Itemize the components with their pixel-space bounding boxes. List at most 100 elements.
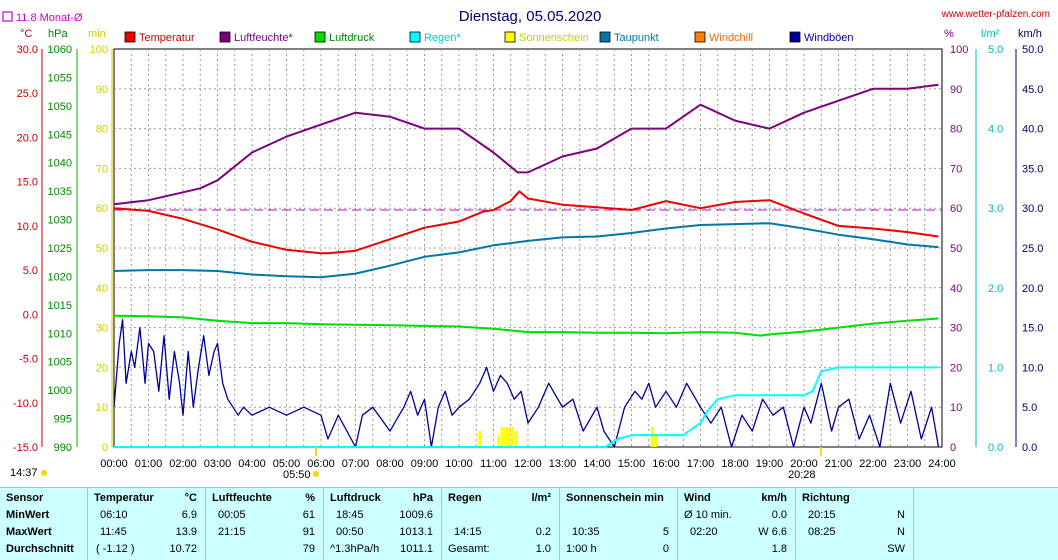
- pressure-axis-tick: 1005: [48, 357, 72, 369]
- monthly-average-icon: [2, 11, 13, 22]
- rain-axis-tick: 3.0: [988, 203, 1003, 215]
- x-tick-label: 15:00: [618, 458, 646, 470]
- pressure-axis-tick: 1040: [48, 158, 72, 170]
- pressure-axis-tick: 1020: [48, 271, 72, 283]
- minutes-axis-tick: 80: [96, 124, 108, 136]
- axis-unit-minutes: min: [88, 28, 106, 40]
- x-tick-label: 22:00: [859, 458, 887, 470]
- temp-axis-tick: 5.0: [23, 265, 38, 277]
- wind-axis-tick: 50.0: [1022, 44, 1043, 56]
- wind-axis-tick: 45.0: [1022, 84, 1043, 96]
- table-col-pressure: Luftdruck hPa 18:45 1009.6 00:50 1013.1 ^1.…: [324, 488, 442, 560]
- temp-axis-tick: 30.0: [17, 44, 38, 56]
- sunshine-bar: [650, 427, 654, 447]
- humidity-axis-tick: 40: [950, 283, 962, 295]
- cell-time: 08:25: [808, 526, 836, 538]
- x-tick-label: 07:00: [342, 458, 370, 470]
- col-header: Richtung: [802, 492, 850, 504]
- cell-value: 1013.1: [399, 526, 433, 538]
- legend-swatch: [314, 31, 326, 43]
- sunshine-bar: [500, 427, 504, 447]
- legend-entry: Regen*: [424, 32, 461, 44]
- cell-time: 00:50: [336, 526, 364, 538]
- legend-entry: Sonnenschein: [519, 32, 589, 44]
- table-col-sensor: Sensor MinWert MaxWert Durchschnitt: [0, 488, 88, 560]
- table-col-direction: Richtung 20:15 N 08:25 N SW: [796, 488, 914, 560]
- weather-chart: Dienstag, 05.05.2020 www.wetter-pfalzen.c…: [2, 8, 1050, 481]
- temp-axis-tick: 0.0: [23, 309, 38, 321]
- cell-value: 0.0: [771, 509, 787, 521]
- cell-value: W 6.6: [758, 526, 787, 538]
- humidity-axis-tick: 20: [950, 362, 962, 374]
- col-header: Regen: [448, 492, 482, 504]
- sunshine-bar: [654, 435, 658, 447]
- legend-swatch: [409, 31, 421, 43]
- x-tick-label: 09:00: [411, 458, 439, 470]
- wind-axis-tick: 25.0: [1022, 243, 1043, 255]
- cell-value: 1009.6: [399, 509, 433, 521]
- temp-axis-tick: 10.0: [17, 221, 38, 233]
- rain-line: [114, 366, 939, 448]
- sunset-time: 20:28: [788, 469, 816, 481]
- cell-time: Gesamt:: [448, 543, 490, 555]
- cell-time: 06:10: [100, 509, 128, 521]
- sun-icon: [41, 470, 47, 476]
- sunshine-bar: [507, 427, 511, 447]
- humidity-axis-tick: 100: [950, 44, 968, 56]
- minutes-axis-tick: 10: [96, 402, 108, 414]
- row-label: Durchschnitt: [6, 543, 74, 555]
- humidity-axis-tick: 50: [950, 243, 962, 255]
- legend-entry: Windböen: [804, 32, 854, 44]
- statistics-table: Sensor MinWert MaxWert Durchschnitt Temp…: [0, 487, 1058, 560]
- cell-value: N: [897, 526, 905, 538]
- cell-value: 1.0: [535, 543, 551, 555]
- minutes-axis-tick: 90: [96, 84, 108, 96]
- col-header: Temperatur: [94, 492, 154, 504]
- x-tick-label: 04:00: [238, 458, 266, 470]
- cell-time: 10:35: [572, 526, 600, 538]
- cell-value: 10.72: [169, 543, 197, 555]
- wind-axis-tick: 15.0: [1022, 323, 1043, 335]
- table-col-temperature: Temperatur °C 06:10 6.9 11:45 13.9 ( -1.12 …: [88, 488, 206, 560]
- axis-unit-pressure: hPa: [48, 28, 68, 40]
- sunshine-bar: [497, 435, 501, 447]
- humidity-axis-tick: 80: [950, 124, 962, 136]
- pressure-axis-tick: 1045: [48, 129, 72, 141]
- cell-time: Ø 10 min.: [684, 509, 732, 521]
- humidity-axis-tick: 60: [950, 203, 962, 215]
- cell-value: 0.2: [535, 526, 551, 538]
- cell-value: 61: [302, 509, 315, 521]
- chart-title: Dienstag, 05.05.2020: [459, 8, 602, 25]
- pressure-axis-tick: 1030: [48, 215, 72, 227]
- axis-unit-rain: l/m²: [981, 28, 1000, 40]
- x-tick-label: 17:00: [687, 458, 715, 470]
- x-tick-label: 03:00: [204, 458, 232, 470]
- temp-axis-tick: -5.0: [19, 354, 38, 366]
- x-tick-label: 14:00: [583, 458, 611, 470]
- legend-entry: Luftfeuchte*: [234, 32, 293, 44]
- sunshine-bar: [478, 431, 482, 447]
- legend-swatch: [694, 31, 706, 43]
- cell-value: 1.8: [771, 543, 787, 555]
- x-tick-label: 20:00: [790, 458, 818, 470]
- humidity-axis-tick: 10: [950, 402, 962, 414]
- col-header: Luftfeuchte: [212, 492, 272, 504]
- pressure-axis-tick: 1000: [48, 385, 72, 397]
- x-tick-label: 13:00: [549, 458, 577, 470]
- x-tick-label: 18:00: [721, 458, 749, 470]
- col-unit: °C: [184, 492, 197, 504]
- x-tick-label: 06:00: [307, 458, 335, 470]
- legend-swatch: [219, 31, 231, 43]
- cell-time: 20:15: [808, 509, 836, 521]
- x-tick-label: 05:00: [273, 458, 301, 470]
- humidity-line: [113, 83, 939, 206]
- rain-axis-tick: 2.0: [988, 283, 1003, 295]
- cell-value: 91: [302, 526, 315, 538]
- clock-time: 14:37: [10, 467, 38, 479]
- humidity-axis-tick: 90: [950, 84, 962, 96]
- website-label: www.wetter-pfalzen.com: [941, 9, 1050, 20]
- x-tick-label: 23:00: [894, 458, 922, 470]
- minutes-axis-tick: 40: [96, 283, 108, 295]
- minutes-axis-tick: 50: [96, 243, 108, 255]
- rain-axis-tick: 5.0: [988, 44, 1003, 56]
